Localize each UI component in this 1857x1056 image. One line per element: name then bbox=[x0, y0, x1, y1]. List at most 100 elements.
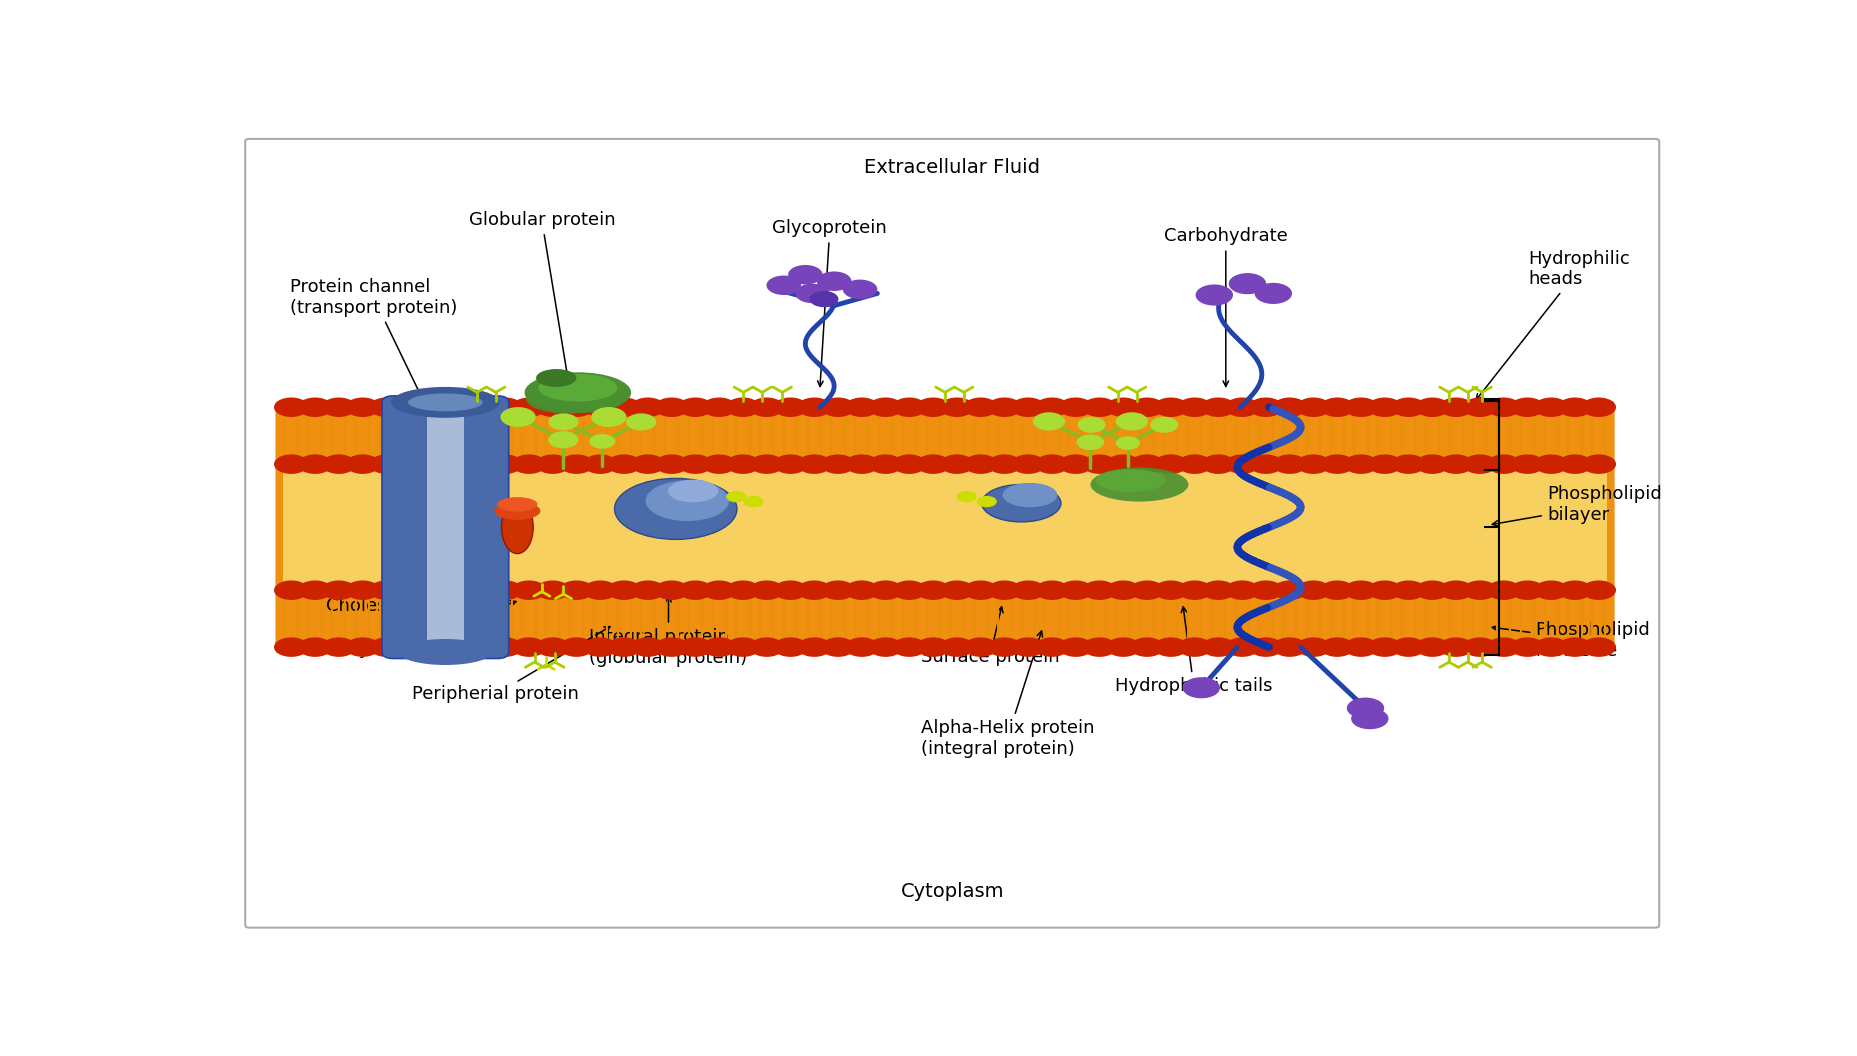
Text: Glycolipid: Glycolipid bbox=[340, 601, 516, 658]
Circle shape bbox=[535, 638, 570, 657]
Circle shape bbox=[1010, 397, 1045, 417]
Circle shape bbox=[1034, 581, 1070, 600]
Circle shape bbox=[1437, 638, 1473, 657]
Circle shape bbox=[1556, 454, 1591, 474]
Circle shape bbox=[1367, 581, 1402, 600]
Circle shape bbox=[867, 454, 903, 474]
Circle shape bbox=[1343, 397, 1378, 417]
Circle shape bbox=[1034, 397, 1070, 417]
Circle shape bbox=[964, 581, 997, 600]
Circle shape bbox=[916, 454, 951, 474]
Circle shape bbox=[726, 491, 747, 503]
Circle shape bbox=[1181, 677, 1220, 698]
Ellipse shape bbox=[615, 478, 737, 540]
Circle shape bbox=[1367, 397, 1402, 417]
Circle shape bbox=[1105, 581, 1140, 600]
Text: Extracellular Fluid: Extracellular Fluid bbox=[864, 158, 1040, 176]
Circle shape bbox=[654, 638, 689, 657]
Circle shape bbox=[821, 454, 854, 474]
Circle shape bbox=[488, 638, 522, 657]
Circle shape bbox=[1296, 397, 1330, 417]
Circle shape bbox=[1177, 638, 1211, 657]
Circle shape bbox=[626, 413, 656, 431]
Circle shape bbox=[488, 454, 522, 474]
Circle shape bbox=[1461, 638, 1497, 657]
Circle shape bbox=[345, 638, 379, 657]
Ellipse shape bbox=[494, 502, 540, 520]
Circle shape bbox=[1200, 454, 1235, 474]
Circle shape bbox=[416, 581, 451, 600]
Circle shape bbox=[392, 454, 427, 474]
Circle shape bbox=[891, 397, 927, 417]
Text: Surface protein: Surface protein bbox=[919, 607, 1058, 666]
Circle shape bbox=[1391, 397, 1424, 417]
Circle shape bbox=[821, 581, 854, 600]
Circle shape bbox=[1510, 638, 1543, 657]
Circle shape bbox=[548, 431, 578, 449]
Circle shape bbox=[440, 581, 475, 600]
Circle shape bbox=[845, 638, 878, 657]
Ellipse shape bbox=[498, 497, 537, 512]
Circle shape bbox=[964, 638, 997, 657]
Circle shape bbox=[654, 581, 689, 600]
Circle shape bbox=[1153, 638, 1187, 657]
Ellipse shape bbox=[409, 394, 483, 411]
Circle shape bbox=[1461, 454, 1497, 474]
Circle shape bbox=[748, 581, 784, 600]
Circle shape bbox=[511, 638, 546, 657]
Circle shape bbox=[1437, 581, 1473, 600]
Ellipse shape bbox=[501, 501, 533, 553]
Circle shape bbox=[1318, 581, 1354, 600]
Text: Globular protein: Globular protein bbox=[468, 211, 615, 391]
Circle shape bbox=[535, 397, 570, 417]
Circle shape bbox=[1437, 397, 1473, 417]
Circle shape bbox=[748, 454, 784, 474]
Circle shape bbox=[1058, 638, 1092, 657]
Circle shape bbox=[1058, 397, 1092, 417]
Circle shape bbox=[1177, 581, 1211, 600]
Circle shape bbox=[1081, 638, 1116, 657]
FancyBboxPatch shape bbox=[275, 400, 1614, 654]
Circle shape bbox=[1116, 412, 1148, 431]
Circle shape bbox=[1129, 454, 1164, 474]
Circle shape bbox=[1010, 638, 1045, 657]
Circle shape bbox=[726, 397, 760, 417]
Circle shape bbox=[297, 397, 332, 417]
Circle shape bbox=[1177, 454, 1211, 474]
Circle shape bbox=[843, 280, 877, 299]
Circle shape bbox=[440, 454, 475, 474]
Circle shape bbox=[702, 638, 735, 657]
Ellipse shape bbox=[667, 479, 719, 503]
Circle shape bbox=[1415, 581, 1448, 600]
Circle shape bbox=[726, 454, 760, 474]
Circle shape bbox=[370, 581, 403, 600]
Circle shape bbox=[726, 581, 760, 600]
Circle shape bbox=[1153, 397, 1187, 417]
Circle shape bbox=[500, 407, 535, 427]
Circle shape bbox=[1415, 638, 1448, 657]
Circle shape bbox=[273, 397, 308, 417]
Circle shape bbox=[1253, 283, 1291, 304]
Circle shape bbox=[986, 397, 1021, 417]
Circle shape bbox=[964, 397, 997, 417]
Circle shape bbox=[748, 397, 784, 417]
Circle shape bbox=[678, 397, 713, 417]
Circle shape bbox=[1367, 454, 1402, 474]
Circle shape bbox=[1486, 397, 1521, 417]
Circle shape bbox=[1010, 454, 1045, 474]
Text: Phospholipid
bilayer: Phospholipid bilayer bbox=[1491, 486, 1660, 526]
Circle shape bbox=[416, 454, 451, 474]
Circle shape bbox=[702, 397, 735, 417]
Circle shape bbox=[1318, 454, 1354, 474]
Circle shape bbox=[1224, 581, 1259, 600]
Text: Glycoprotein: Glycoprotein bbox=[773, 220, 888, 386]
Circle shape bbox=[867, 638, 903, 657]
Ellipse shape bbox=[980, 485, 1060, 522]
Circle shape bbox=[589, 434, 615, 449]
Circle shape bbox=[559, 581, 594, 600]
Circle shape bbox=[1224, 397, 1259, 417]
Circle shape bbox=[891, 581, 927, 600]
Circle shape bbox=[916, 638, 951, 657]
Text: Hydrophobic tails: Hydrophobic tails bbox=[1114, 607, 1272, 695]
Circle shape bbox=[273, 454, 308, 474]
